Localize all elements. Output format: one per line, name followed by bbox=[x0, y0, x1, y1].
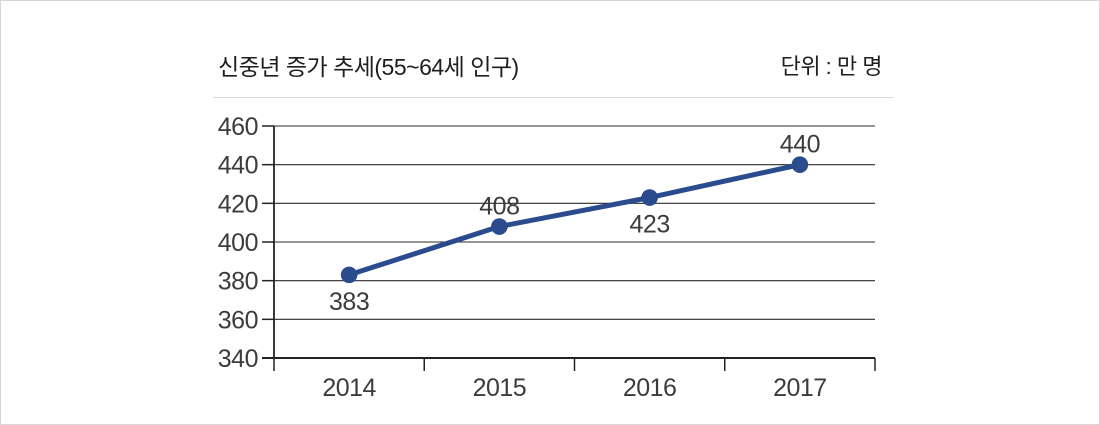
x-tick-label: 2014 bbox=[322, 374, 376, 402]
y-tick-label: 460 bbox=[218, 113, 258, 141]
y-tick-label: 380 bbox=[218, 268, 258, 296]
header-divider bbox=[213, 97, 894, 98]
data-point-label: 408 bbox=[479, 193, 519, 221]
x-tick-label: 2015 bbox=[473, 374, 527, 402]
x-tick-label: 2017 bbox=[773, 374, 827, 402]
x-tick-label: 2016 bbox=[623, 374, 677, 402]
y-tick-label: 400 bbox=[218, 229, 258, 257]
data-point bbox=[791, 156, 809, 173]
y-tick-label: 440 bbox=[218, 152, 258, 180]
y-tick-label: 360 bbox=[218, 306, 258, 334]
data-point bbox=[641, 189, 658, 206]
series-line bbox=[346, 162, 803, 278]
data-point-label: 440 bbox=[780, 131, 820, 159]
chart-title: 신중년 증가 추세(55~64세 인구) bbox=[218, 54, 519, 80]
data-point-label: 423 bbox=[630, 211, 670, 239]
y-tick-label: 420 bbox=[218, 190, 258, 218]
data-point bbox=[340, 266, 358, 284]
y-tick-label: 340 bbox=[218, 345, 258, 373]
data-point-label: 383 bbox=[329, 288, 369, 316]
data-point bbox=[491, 218, 508, 235]
unit-label: 단위 : 만 명 bbox=[780, 54, 883, 79]
